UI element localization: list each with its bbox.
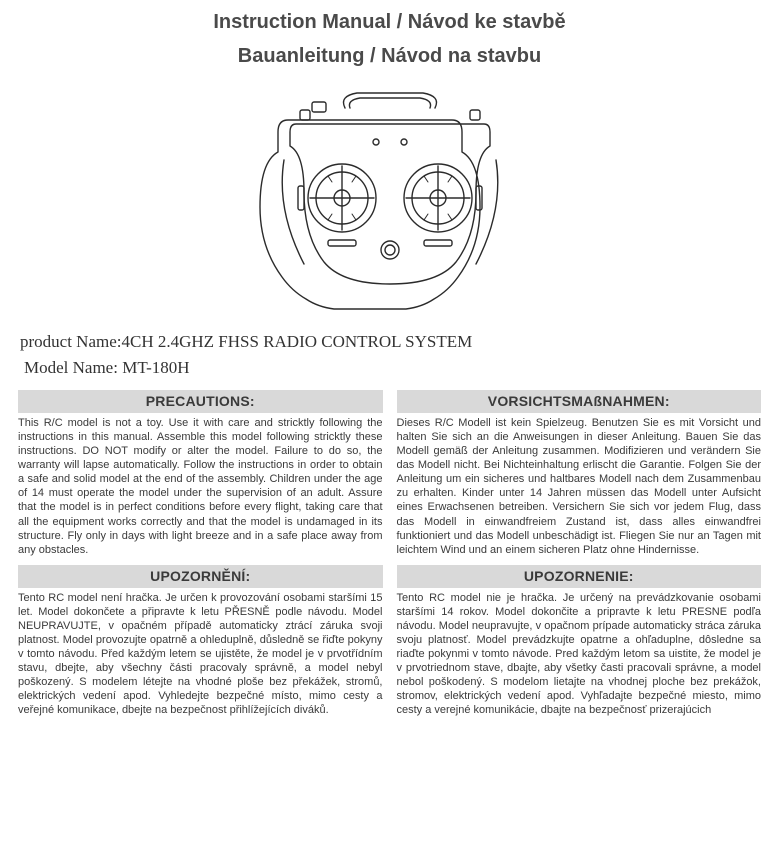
- upozornenie-heading: UPOZORNENIE:: [397, 565, 762, 588]
- upozorneni-heading: UPOZORNĚNÍ:: [18, 565, 383, 588]
- title-line-1: Instruction Manual / Návod ke stavbě: [18, 8, 761, 36]
- two-column-layout: PRECAUTIONS: This R/C model is not a toy…: [18, 388, 761, 723]
- transmitter-line-art: [250, 90, 530, 320]
- precautions-heading: PRECAUTIONS:: [18, 390, 383, 413]
- precautions-body: This R/C model is not a toy. Use it with…: [18, 413, 383, 563]
- upozornenie-body: Tento RC model nie je hračka. Je určený …: [397, 588, 762, 724]
- right-column: VORSICHTSMAßNAHMEN: Dieses R/C Modell is…: [397, 388, 762, 723]
- transmitter-illustration: [18, 90, 761, 320]
- vorsichtsmassnahmen-body: Dieses R/C Modell ist kein Spielzeug. Be…: [397, 413, 762, 563]
- product-name-line: product Name:4CH 2.4GHZ FHSS RADIO CONTR…: [20, 332, 761, 352]
- title-block: Instruction Manual / Návod ke stavbě Bau…: [18, 8, 761, 70]
- left-column: PRECAUTIONS: This R/C model is not a toy…: [18, 388, 383, 723]
- title-line-2: Bauanleitung / Návod na stavbu: [18, 42, 761, 70]
- model-name-line: Model Name: MT-180H: [24, 358, 761, 378]
- upozorneni-body: Tento RC model není hračka. Je určen k p…: [18, 588, 383, 724]
- page-root: Instruction Manual / Návod ke stavbě Bau…: [0, 0, 779, 723]
- vorsichtsmassnahmen-heading: VORSICHTSMAßNAHMEN:: [397, 390, 762, 413]
